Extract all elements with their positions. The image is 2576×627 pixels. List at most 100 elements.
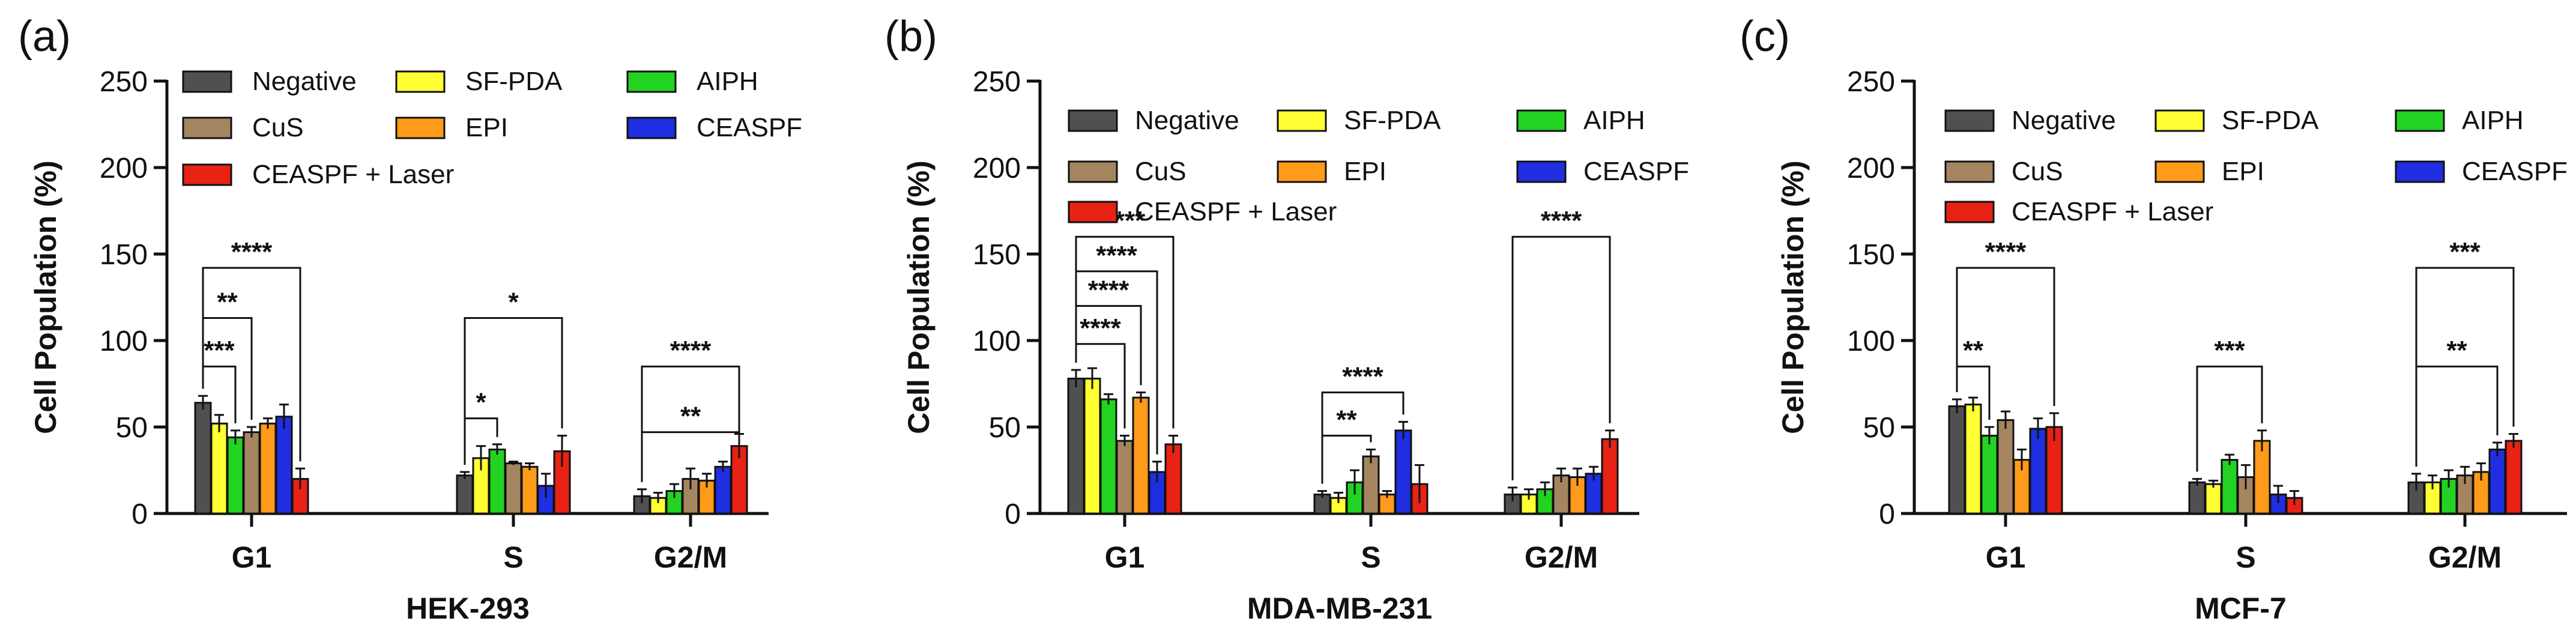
legend: Negative SF-PDA AIPH CuS EPI CEASPF CEASPF + L…: [1068, 106, 1689, 226]
legend-swatch-epi: [2154, 160, 2205, 183]
legend-swatch-epi: [1277, 160, 1327, 183]
legend-swatch-aiph: [1516, 109, 1567, 132]
significance-bracket: [2196, 365, 2263, 472]
chart-panel-b: (b) 0 50 100 150 200 250 Cell Population (%) G1 S…: [884, 13, 1689, 625]
x-axis-label: HEK-293: [406, 592, 530, 625]
x-tick-label: S: [503, 541, 523, 574]
y-tick-label: 100: [973, 326, 1021, 357]
legend-label: CEASPF: [2462, 157, 2568, 186]
bar-negative-g1: [194, 402, 212, 515]
y-tick-label: 200: [973, 153, 1021, 184]
bar-ceaspf-g2m: [2488, 448, 2506, 515]
legend-swatch-sf-pda: [395, 70, 446, 93]
legend-label: EPI: [2222, 157, 2264, 186]
panel-label: (c): [1740, 13, 1790, 61]
bar-ceaspf-laser-g1: [1164, 443, 1182, 515]
legend-label: EPI: [1344, 157, 1386, 186]
y-tick-label: 250: [100, 66, 148, 98]
legend-swatch-aiph: [626, 70, 677, 93]
legend-label: EPI: [465, 113, 508, 142]
legend-swatch-ceaspf: [2395, 160, 2445, 183]
legend-label: CuS: [1135, 157, 1187, 186]
x-tick-label: G1: [1105, 541, 1145, 574]
bar-negative-g1: [1067, 377, 1085, 515]
bar-aiph-g1: [1099, 398, 1117, 515]
significance-label: *: [476, 388, 486, 417]
significance-label: *: [508, 288, 519, 317]
bar-aiph-s: [488, 448, 506, 515]
x-tick-label: S: [1361, 541, 1380, 574]
significance-bracket: [1075, 235, 1175, 429]
bar-sf-pda-g1: [210, 422, 228, 515]
bar-negative-s: [2188, 481, 2206, 515]
significance-label: ****: [1541, 206, 1582, 235]
significance-bracket: [641, 365, 740, 482]
panel-label: (b): [884, 13, 937, 61]
bar-sf-pda-g1: [1964, 404, 1982, 515]
bar-cus-g1: [243, 431, 261, 515]
significance-label: **: [680, 402, 701, 431]
bar-cus-g1: [1116, 440, 1134, 515]
y-tick-label: 250: [973, 66, 1021, 98]
x-tick-label: G2/M: [654, 541, 727, 574]
y-tick-label: 100: [1847, 326, 1895, 357]
legend-label: Negative: [252, 67, 357, 96]
bar-aiph-g1: [226, 436, 244, 515]
legend: Negative SF-PDA AIPH CuS EPI CEASPF CEASPF + L…: [182, 67, 802, 189]
legend-label: Negative: [2012, 106, 2116, 135]
legend-label: AIPH: [2462, 106, 2524, 135]
legend-swatch-aiph: [2395, 109, 2445, 132]
bar-cus-s: [1362, 455, 1380, 515]
bar-epi-s: [2253, 440, 2271, 515]
x-tick-label: G2/M: [2428, 541, 2502, 574]
y-tick-label: 50: [1863, 412, 1895, 444]
legend-label: SF-PDA: [1344, 106, 1441, 135]
y-tick-label: 250: [1847, 66, 1895, 98]
significance-label: ****: [1088, 275, 1129, 304]
legend-swatch-cus: [182, 117, 232, 139]
legend-swatch-negative: [1944, 109, 1995, 132]
bar-ceaspf-laser-g2m: [1601, 438, 1619, 515]
significance-label: ****: [231, 237, 273, 267]
bar-ceaspf-s: [1394, 429, 1412, 515]
x-tick-label: G1: [232, 541, 272, 574]
y-axis-label: Cell Population (%): [902, 160, 936, 434]
significance-label: **: [1963, 336, 1984, 365]
legend-swatch-negative: [1068, 109, 1118, 132]
bar-aiph-g2m: [2440, 477, 2458, 515]
legend-swatch-cus: [1944, 160, 1995, 183]
bar-aiph-s: [2221, 459, 2239, 515]
bar-cus-s: [504, 462, 522, 515]
legend: Negative SF-PDA AIPH CuS EPI CEASPF CEASPF + L…: [1944, 106, 2568, 226]
x-tick-label: G2/M: [1525, 541, 1598, 574]
y-tick-label: 100: [100, 326, 148, 357]
y-tick-label: 0: [132, 498, 148, 530]
x-axis-label: MDA-MB-231: [1247, 592, 1432, 625]
x-tick-label: G1: [1986, 541, 2026, 574]
legend-label: SF-PDA: [465, 67, 563, 96]
legend-swatch-cus: [1068, 160, 1118, 183]
bar-ceaspf-g2m: [714, 465, 732, 515]
y-axis-label: Cell Population (%): [1776, 160, 1810, 434]
significance-label: **: [2446, 336, 2467, 365]
y-tick-label: 50: [989, 412, 1021, 444]
significance-label: **: [217, 288, 238, 317]
significance-bracket: [2415, 267, 2515, 467]
legend-label: CEASPF: [697, 113, 802, 142]
bar-ceaspf-g1: [275, 416, 293, 515]
significance-label: ****: [670, 336, 712, 365]
significance-label: ****: [1096, 241, 1137, 270]
legend-label: CuS: [2012, 157, 2063, 186]
legend-swatch-ceaspf-laser: [1068, 201, 1118, 223]
bar-cus-g1: [1997, 419, 2015, 515]
y-tick-label: 150: [973, 239, 1021, 271]
y-tick-label: 200: [100, 153, 148, 184]
bar-epi-s: [521, 465, 539, 515]
chart-panel-c: (c) 0 50 100 150 200 250 Cell Population (%) G1 S…: [1740, 13, 2568, 625]
bar-epi-g1: [259, 422, 277, 515]
legend-label: AIPH: [1583, 106, 1645, 135]
legend-swatch-ceaspf: [1516, 160, 1567, 183]
y-tick-label: 0: [1879, 498, 1895, 530]
significance-bracket: [1321, 391, 1404, 484]
